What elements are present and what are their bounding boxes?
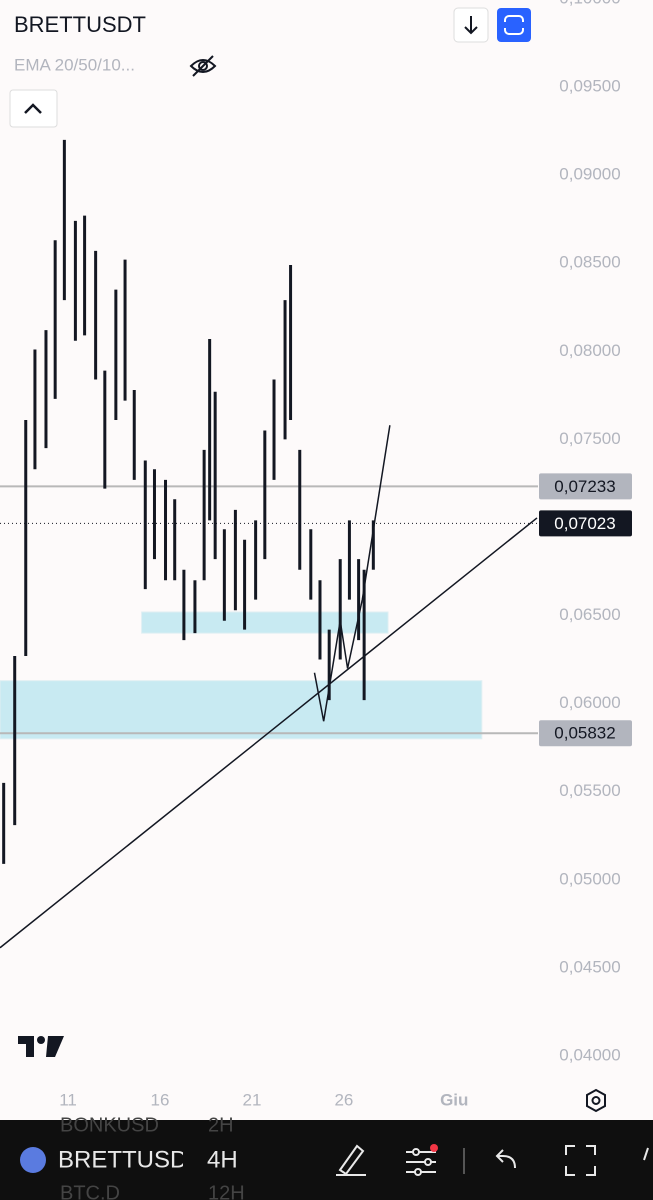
price-tag (539, 510, 632, 537)
y-tick-label: 0,06000 (559, 693, 620, 712)
y-tick-label: 0,09500 (559, 77, 620, 96)
x-tick-label: 26 (334, 1090, 353, 1109)
plot-area: 0,04000 0,04500 0,05000 0,05500 0,06000 0,065… (0, 0, 632, 1109)
chart-title: BRETTUSDT (14, 12, 146, 37)
zone (141, 611, 389, 634)
price-tag (539, 720, 632, 747)
x-tick-label: 16 (151, 1090, 170, 1109)
interval-button[interactable]: 4H (207, 1146, 238, 1173)
tradingview-logo (18, 1036, 64, 1057)
x-tick-label: 21 (242, 1090, 261, 1109)
indicator-label: EMA 20/50/10... (14, 55, 135, 74)
scroll-down-button[interactable] (453, 7, 489, 43)
background (0, 0, 653, 1120)
collapse-button[interactable] (9, 89, 58, 128)
notification-dot (430, 1144, 438, 1152)
price-tag-label: 0,07233 (554, 477, 615, 496)
ghost-interval: 12H (208, 1182, 245, 1200)
symbol-avatar[interactable] (20, 1147, 46, 1173)
fullscreen-button[interactable] (497, 8, 531, 42)
undo-button[interactable] (495, 1149, 516, 1169)
ghost-symbol: BTC.D (60, 1182, 120, 1200)
hide-indicator-icon[interactable] (189, 55, 217, 77)
more-tool[interactable] (643, 1147, 649, 1161)
y-tick-label: 0,04500 (559, 957, 620, 976)
ghost-interval: 2H (208, 1114, 234, 1136)
draw-tool[interactable] (336, 1144, 366, 1176)
settings-icon[interactable] (586, 1088, 606, 1113)
y-tick-label: 0,05500 (559, 781, 620, 800)
overlay: BRETTUSDT EMA 20/50/10... (9, 7, 606, 1113)
y-tick-label: 0,06500 (559, 605, 620, 624)
indicators-tool[interactable] (406, 1148, 436, 1176)
price-tag-label: 0,05832 (554, 724, 615, 743)
zone (0, 680, 483, 740)
x-tick-label: Giu (440, 1090, 468, 1109)
y-tick-label: 0,04000 (559, 1045, 620, 1064)
trendline (0, 517, 538, 949)
y-tick-label: 0,10000 (559, 0, 620, 7)
y-tick-label: 0,08000 (559, 341, 620, 360)
bottom-toolbar: BONKUSD 2H BTC.D 12H BRETTUSDT 4H (0, 1114, 653, 1200)
y-tick-label: 0,07500 (559, 429, 620, 448)
symbol-button[interactable]: BRETTUSDT (58, 1146, 202, 1173)
y-tick-label: 0,09000 (559, 165, 620, 184)
ghost-symbol: BONKUSD (60, 1114, 159, 1136)
trendline (313, 425, 391, 722)
price-tag (539, 473, 632, 500)
y-tick-label: 0,08500 (559, 253, 620, 272)
x-tick-label: 11 (59, 1090, 77, 1109)
fullscreen-tool[interactable] (565, 1145, 596, 1176)
y-tick-label: 0,05000 (559, 869, 620, 888)
price-tag-label: 0,07023 (554, 514, 615, 533)
